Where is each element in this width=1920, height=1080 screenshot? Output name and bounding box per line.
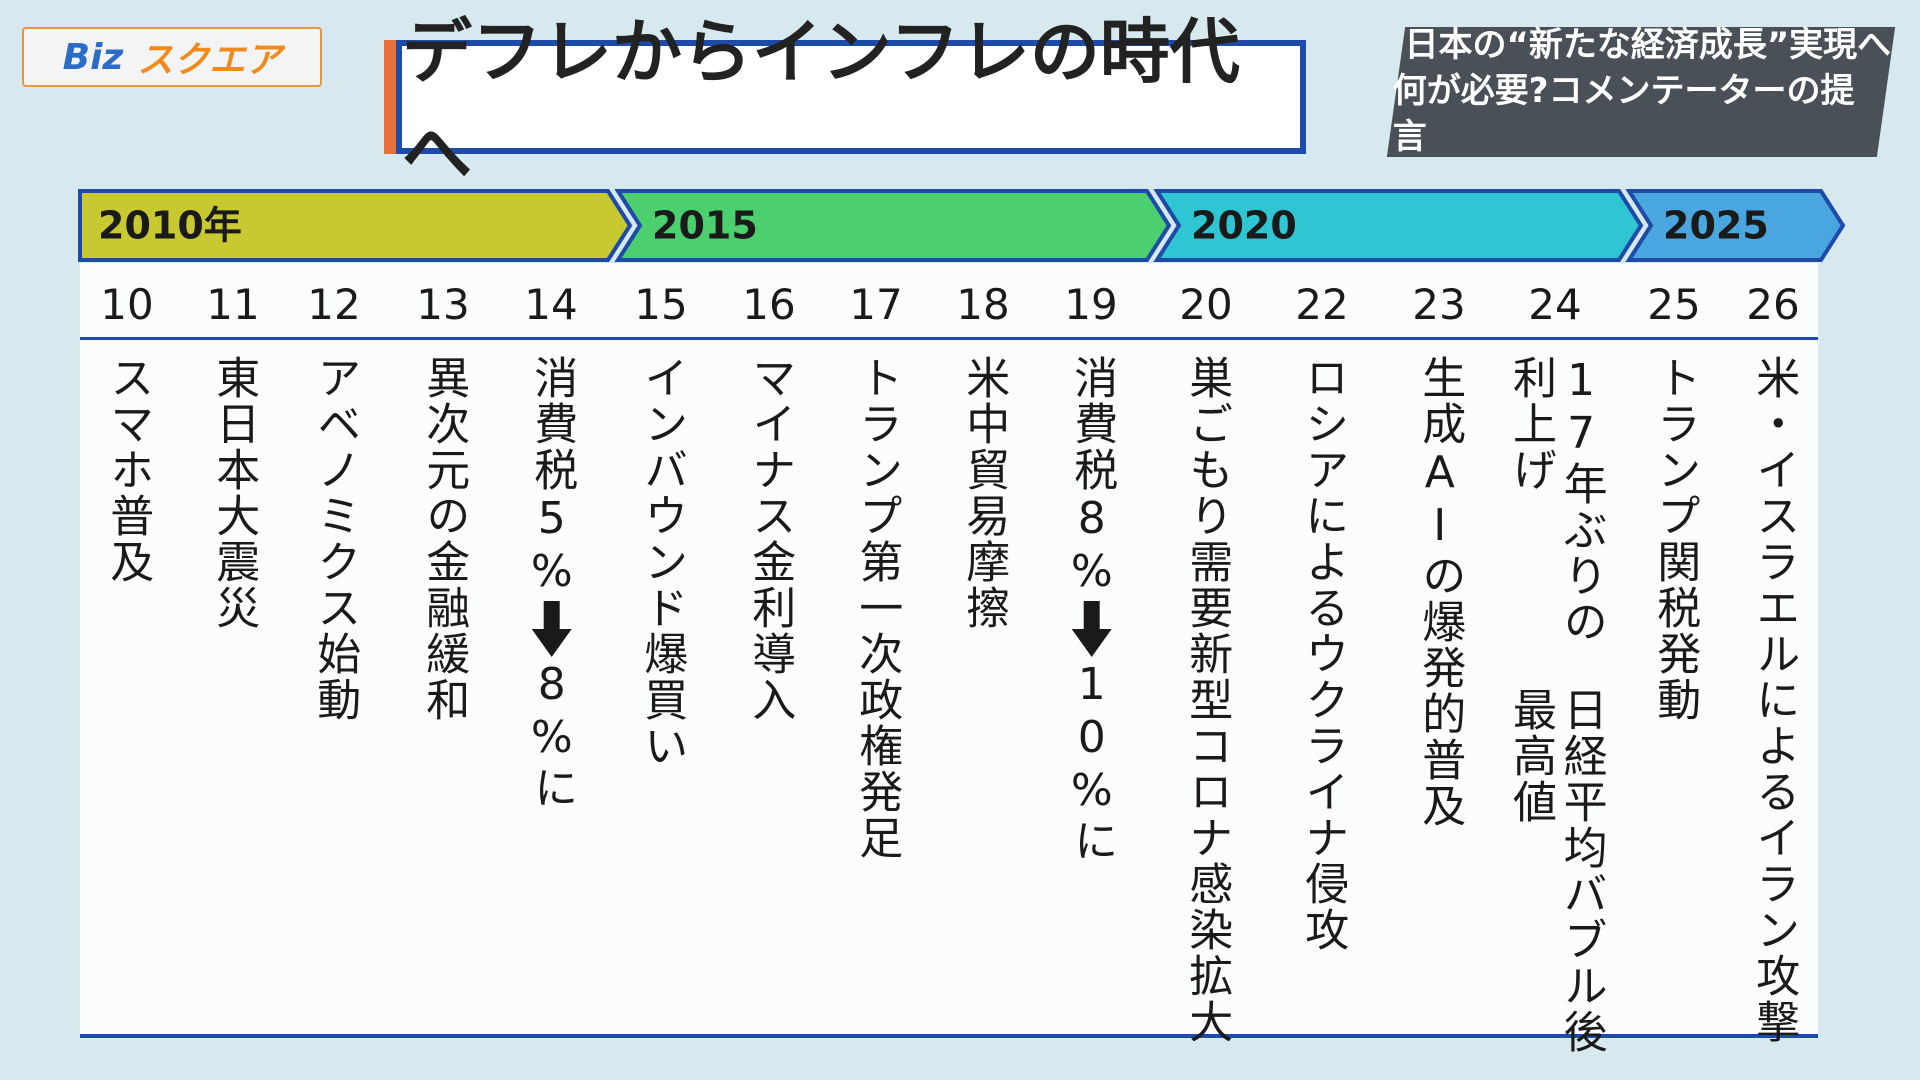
year: 16 — [742, 280, 796, 329]
year: 25 — [1647, 280, 1701, 329]
era-label: 2025 — [1663, 204, 1769, 248]
year: 10 — [100, 280, 154, 329]
event: 生成AIの爆発的普及 — [1414, 355, 1465, 829]
event-line: 生成AIの爆発的普及 — [1414, 355, 1466, 829]
year: 24 — [1528, 280, 1582, 329]
event: マイナス金利導入 — [744, 355, 795, 723]
event: 17年ぶりの利上げ日経平均バブル後最高値 — [1504, 355, 1607, 1080]
year: 14 — [524, 280, 578, 329]
event-line: 新型コロナ感染拡大 — [1181, 631, 1233, 1045]
event: トランプ第一次政権発足 — [851, 355, 902, 861]
event: 米中貿易摩擦 — [958, 355, 1009, 631]
event-to: 8%に — [526, 659, 578, 811]
event-line: 消費税5% 8%に — [526, 355, 577, 811]
event-line: マイナス金利導入 — [744, 355, 796, 723]
event: 巣ごもり需要 新型コロナ感染拡大 — [1181, 355, 1232, 1045]
year: 18 — [956, 280, 1010, 329]
event: トランプ関税発動 — [1649, 355, 1700, 723]
event-line: 米中貿易摩擦 — [958, 355, 1010, 631]
logo: Biz スクエア — [22, 27, 322, 87]
year: 22 — [1295, 280, 1349, 329]
logo-left: Biz — [62, 36, 124, 78]
event-from: 消費税8% — [1066, 355, 1118, 599]
panel — [80, 263, 1818, 1038]
event: 東日本大震災 — [208, 355, 259, 631]
era-segment — [1625, 189, 1846, 262]
event: 消費税5% 8%に — [526, 355, 577, 811]
era-label: 2010年 — [98, 204, 242, 248]
year: 17 — [849, 280, 903, 329]
event-line: 東日本大震災 — [208, 355, 260, 631]
event-line: 米・イスラエルによるイラン攻撃 — [1748, 355, 1800, 1045]
event-line: 異次元の金融緩和 — [418, 355, 470, 723]
year: 20 — [1179, 280, 1233, 329]
arrow — [1071, 601, 1112, 657]
event-from: 消費税5% — [526, 355, 578, 599]
year: 26 — [1746, 280, 1800, 329]
event-line: トランプ関税発動 — [1649, 355, 1701, 723]
event-line: 日経平均バブル後最高値 — [1505, 687, 1607, 1056]
year: 15 — [634, 280, 688, 329]
event-line: 巣ごもり需要 — [1181, 355, 1233, 631]
logo-right: スクエア — [137, 40, 282, 81]
era-band: 2010年 2015 2020 2025 — [78, 189, 1846, 262]
year: 13 — [416, 280, 470, 329]
event-line: インバウンド爆買い — [636, 355, 688, 769]
event-line: 消費税8% 10%に — [1066, 355, 1117, 864]
event-to: 10%に — [1066, 659, 1118, 864]
event: 異次元の金融緩和 — [418, 355, 469, 723]
event-line: アベノミクス始動 — [309, 355, 361, 723]
rule — [80, 337, 1818, 340]
event: 米・イスラエルによるイラン攻撃 — [1748, 355, 1799, 1045]
event-line: ロシアによるウクライナ侵攻 — [1297, 355, 1349, 953]
event: アベノミクス始動 — [309, 355, 360, 723]
year: 23 — [1412, 280, 1466, 329]
era-label: 2020 — [1191, 204, 1297, 248]
era-segment — [78, 189, 633, 262]
event-line: 17年ぶりの利上げ — [1505, 355, 1607, 645]
era-segment — [614, 189, 1172, 262]
era-segment — [1153, 189, 1644, 262]
event: ロシアによるウクライナ侵攻 — [1297, 355, 1348, 953]
year: 19 — [1064, 280, 1118, 329]
event-line: トランプ第一次政権発足 — [851, 355, 903, 861]
event: インバウンド爆買い — [636, 355, 687, 769]
arrow — [531, 601, 572, 657]
event-line: スマホ普及 — [102, 355, 154, 585]
year: 12 — [307, 280, 361, 329]
event: スマホ普及 — [102, 355, 153, 585]
event: 消費税8% 10%に — [1066, 355, 1117, 864]
year: 11 — [206, 280, 260, 329]
era-label: 2015 — [652, 204, 758, 248]
